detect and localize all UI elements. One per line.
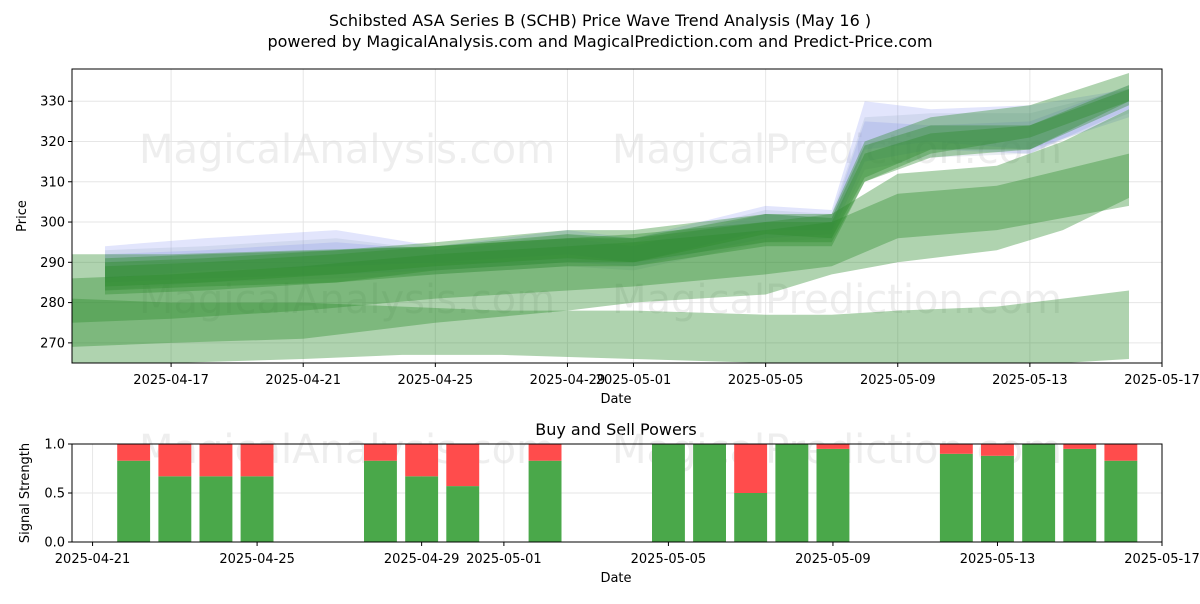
signal-y-tick-label: 0.0: [44, 536, 65, 551]
buy-bar: [199, 476, 233, 542]
sell-bar: [1063, 444, 1097, 449]
buy-bar: [1104, 460, 1138, 542]
sell-bar: [240, 444, 274, 477]
price-wave-band: [105, 73, 1129, 295]
buy-bar: [816, 448, 850, 542]
price-wave-band: [72, 290, 1129, 363]
price-watermarks: MagicalAnalysis.com MagicalPrediction.co…: [139, 127, 1062, 323]
price-wave-band: [72, 109, 1129, 347]
watermark-text: MagicalAnalysis.com: [139, 127, 555, 173]
sell-bar: [405, 444, 439, 477]
price-grid: [72, 69, 1163, 363]
signal-y-tick-label: 1.0: [44, 438, 65, 453]
watermark-text: MagicalPrediction.com: [612, 127, 1062, 173]
signal-panel: Buy and Sell Powers MagicalAnalysis.com …: [18, 420, 1200, 586]
price-wave-band: [105, 85, 1129, 287]
price-x-label: Date: [600, 392, 631, 407]
price-wave-band: [105, 89, 1129, 291]
buy-bar: [939, 453, 973, 542]
sell-bar: [158, 444, 192, 477]
price-y-tick-label: 280: [40, 296, 65, 311]
sell-bar: [199, 444, 233, 477]
signal-x-tick-label: 2025-04-21: [55, 552, 131, 567]
sell-bar: [981, 444, 1014, 456]
chart-subtitle: powered by MagicalAnalysis.com and Magic…: [267, 32, 932, 51]
price-y-tick-label: 310: [40, 175, 65, 190]
price-y-tick-label: 270: [40, 336, 65, 351]
price-panel: MagicalAnalysis.com MagicalPrediction.co…: [15, 68, 1200, 407]
signal-x-label: Date: [600, 571, 631, 586]
price-y-tick-label: 320: [40, 135, 65, 150]
price-wave-band: [105, 89, 1129, 279]
signal-x-tick-label: 2025-05-13: [960, 552, 1036, 567]
buy-bar: [775, 444, 809, 542]
sell-bar: [816, 444, 850, 449]
sell-bar: [1104, 444, 1138, 461]
price-wave-band: [105, 89, 1129, 291]
sell-bar: [446, 444, 480, 487]
sell-bar: [734, 444, 768, 493]
signal-title: Buy and Sell Powers: [535, 420, 697, 439]
price-bands: [72, 73, 1129, 363]
price-x-tick-label: 2025-05-09: [860, 373, 936, 388]
buy-bar: [528, 460, 562, 542]
price-wave-band: [72, 153, 1129, 323]
price-y-tick-label: 290: [40, 256, 65, 271]
buy-bar: [117, 460, 151, 542]
signal-y-tick-label: 0.5: [44, 487, 65, 502]
buy-bar: [158, 476, 192, 542]
signal-x-tick-label: 2025-04-29: [384, 552, 460, 567]
price-y-label: Price: [15, 200, 30, 232]
price-x-tick-label: 2025-05-13: [992, 373, 1068, 388]
price-x-tick-label: 2025-04-21: [265, 373, 341, 388]
price-x-tick-label: 2025-04-29: [530, 373, 606, 388]
price-plot-frame: [71, 68, 1163, 364]
signal-y-label: Signal Strength: [18, 443, 33, 543]
price-wave-band: [105, 85, 1129, 283]
signal-x-tick-label: 2025-05-17: [1124, 552, 1200, 567]
price-x-tick-label: 2025-04-17: [133, 373, 209, 388]
price-y-tick-label: 330: [40, 95, 65, 110]
buy-bar: [240, 476, 274, 542]
buy-bar: [405, 476, 439, 542]
buy-bar: [652, 444, 685, 542]
price-x-tick-label: 2025-05-17: [1124, 373, 1200, 388]
signal-x-tick-label: 2025-04-25: [219, 552, 295, 567]
buy-bar: [693, 444, 726, 542]
signal-x-tick-label: 2025-05-01: [466, 552, 542, 567]
buy-bar: [981, 455, 1014, 542]
sell-bar: [117, 444, 151, 461]
signal-x-tick-label: 2025-05-09: [795, 552, 871, 567]
watermark-text: MagicalPrediction.com: [612, 277, 1062, 323]
signal-axes: 0.0 0.5 1.0 2025-04-21 2025-04-25 2025-04-29 2…: [44, 438, 1199, 568]
buy-bar: [446, 486, 480, 542]
chart-title: Schibsted ASA Series B (SCHB) Price Wave…: [329, 11, 871, 30]
price-axes: 270 280 290 300 310 320 330 2025-04-17 2025-04-2…: [40, 68, 1200, 388]
signal-plot-frame: [71, 443, 1163, 543]
signal-bars: [117, 444, 1138, 542]
buy-bar: [364, 460, 397, 542]
buy-bar: [1022, 444, 1056, 542]
price-y-tick-label: 300: [40, 216, 65, 231]
signal-x-tick-label: 2025-05-05: [631, 552, 707, 567]
sell-bar: [939, 444, 973, 454]
price-x-tick-label: 2025-04-25: [398, 373, 474, 388]
buy-bar: [1063, 448, 1097, 542]
sell-bar: [528, 444, 562, 461]
watermark-text: MagicalAnalysis.com: [139, 277, 555, 323]
price-x-tick-label: 2025-05-01: [596, 373, 672, 388]
price-x-tick-label: 2025-05-05: [728, 373, 804, 388]
buy-bar: [734, 493, 768, 542]
sell-bar: [364, 444, 397, 461]
